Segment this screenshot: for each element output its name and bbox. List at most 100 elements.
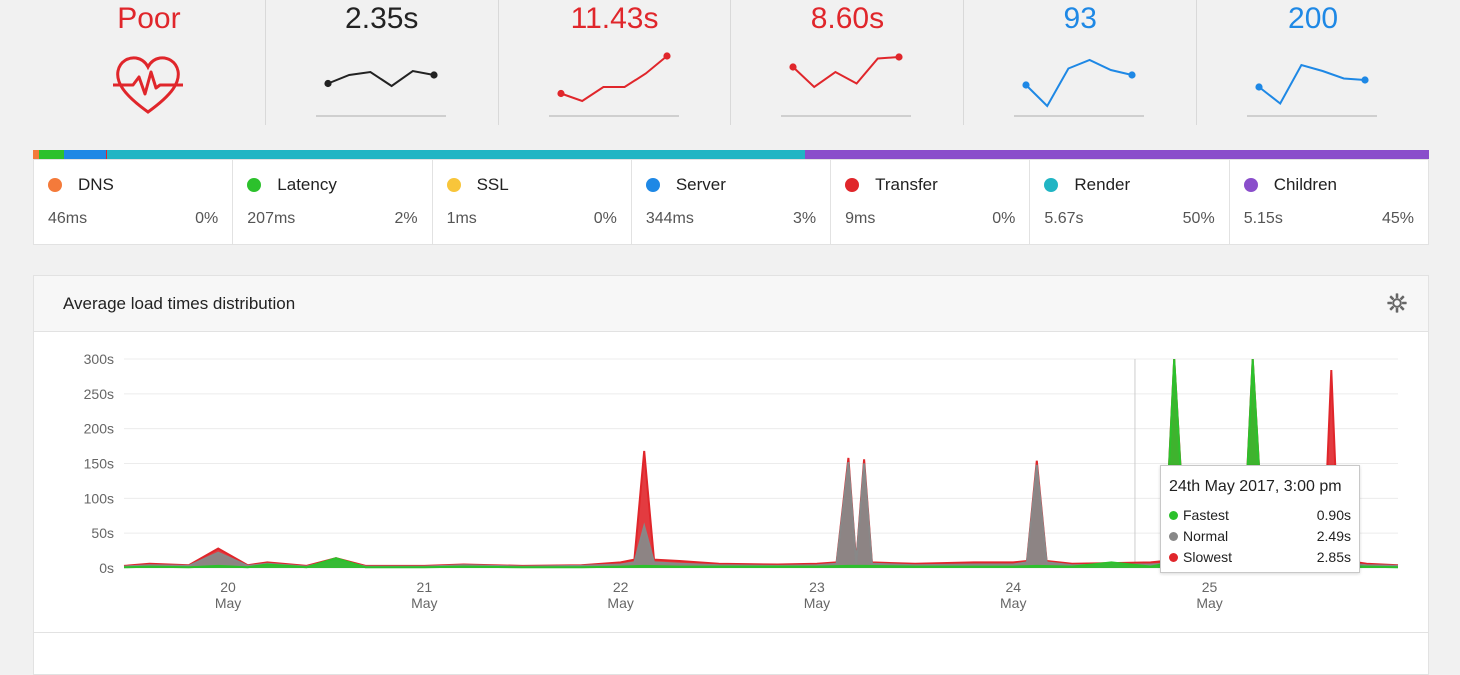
slowest-dot xyxy=(1169,553,1178,562)
kpi-value: Poor xyxy=(117,2,181,35)
bar-segment-server[interactable] xyxy=(63,150,106,159)
sparkline-line xyxy=(792,56,900,89)
kpi-value: 2.35s xyxy=(345,2,419,35)
y-tick-label: 100s xyxy=(84,490,114,506)
breakdown-time: 5.67s xyxy=(1044,210,1084,227)
breakdown-name: Render xyxy=(1074,175,1131,194)
y-tick-label: 150s xyxy=(84,456,114,472)
kpi-value: 93 xyxy=(1063,2,1097,35)
tooltip-label: Normal xyxy=(1183,528,1229,544)
breakdown-percent: 0% xyxy=(593,210,617,227)
tooltip-value: 0.90s xyxy=(1316,507,1351,523)
breakdown-item-latency[interactable]: Latency 207ms 2% xyxy=(233,160,433,244)
breakdown-percent: 3% xyxy=(793,210,817,227)
bar-segment-transfer[interactable] xyxy=(105,150,107,159)
sparkline-endpoint xyxy=(895,53,904,61)
x-tick-month: May xyxy=(607,595,633,611)
breakdown-name: Server xyxy=(675,175,726,194)
x-tick-month: May xyxy=(215,595,241,611)
fastest-dot xyxy=(1169,511,1178,520)
kpi-card[interactable]: 200 xyxy=(1197,0,1429,125)
breakdown-time: 5.15s xyxy=(1243,210,1283,227)
legend-dot xyxy=(48,178,62,192)
legend-dot xyxy=(845,178,860,192)
kpi-card[interactable]: 11.43s xyxy=(499,0,732,125)
sparkline-endpoint xyxy=(1022,81,1030,89)
kpi-sparkline xyxy=(315,69,446,117)
panel-divider xyxy=(34,632,1428,633)
y-tick-label: 300s xyxy=(84,351,114,367)
breakdown-item-server[interactable]: Server 344ms 3% xyxy=(632,160,832,244)
tooltip-row-slowest: Slowest 2.85s xyxy=(1169,549,1351,567)
breakdown-name: SSL xyxy=(476,175,509,194)
breakdown-percent: 45% xyxy=(1381,210,1414,227)
x-tick-month: May xyxy=(411,595,437,611)
tooltip-value: 2.85s xyxy=(1316,549,1351,565)
breakdown-percent: 2% xyxy=(394,210,418,227)
sparkline-endpoint xyxy=(1128,71,1136,79)
x-tick-month: May xyxy=(804,595,830,611)
x-tick-day: 20 xyxy=(220,579,236,595)
sparkline-endpoint xyxy=(663,52,671,60)
sparkline-endpoint xyxy=(1361,76,1369,84)
kpi-sparkline xyxy=(1247,63,1378,117)
gear-icon[interactable] xyxy=(1386,292,1408,314)
x-tick-day: 25 xyxy=(1202,579,1218,595)
breakdown-item-children[interactable]: Children 5.15s 45% xyxy=(1230,160,1428,244)
kpi-sparkline xyxy=(548,52,679,117)
tooltip-row-fastest: Fastest 0.90s xyxy=(1169,507,1351,525)
heart-pulse-icon xyxy=(113,56,183,114)
breakdown-time: 207ms xyxy=(247,210,296,227)
kpi-value: 200 xyxy=(1288,2,1339,35)
breakdown-name: Transfer xyxy=(875,175,938,194)
legend-dot xyxy=(645,178,660,192)
x-tick-day: 22 xyxy=(613,579,629,595)
kpi-card[interactable]: Poor xyxy=(33,0,266,125)
kpi-card[interactable]: 93 xyxy=(964,0,1198,125)
x-tick-day: 21 xyxy=(417,579,433,595)
legend-dot xyxy=(247,178,262,192)
kpi-value: 8.60s xyxy=(810,2,885,35)
timing-breakdown-legend: DNS 46ms 0% Latency 207ms 2% SSL 1ms 0% Server 344… xyxy=(33,159,1429,245)
x-tick-month: May xyxy=(1196,595,1222,611)
breakdown-time: 46ms xyxy=(48,210,88,227)
kpi-card[interactable]: 8.60s xyxy=(731,0,965,125)
breakdown-percent: 0% xyxy=(992,210,1016,227)
breakdown-item-ssl[interactable]: SSL 1ms 0% xyxy=(433,160,632,244)
kpi-row: Poor 2.35s 11.43s 8.60s 93 200 xyxy=(33,0,1429,125)
tooltip-label: Slowest xyxy=(1183,549,1233,565)
bar-segment-render[interactable] xyxy=(106,150,805,159)
tooltip-label: Fastest xyxy=(1183,507,1229,523)
sparkline-endpoint xyxy=(557,89,565,98)
panel-title: Average load times distribution xyxy=(63,294,296,313)
kpi-sparkline xyxy=(781,53,912,117)
breakdown-percent: 0% xyxy=(195,210,219,227)
normal-dot xyxy=(1169,532,1178,541)
chart-tooltip: 24th May 2017, 3:00 pm Fastest 0.90s Nor… xyxy=(1160,465,1360,573)
bar-segment-latency[interactable] xyxy=(38,150,64,159)
breakdown-item-render[interactable]: Render 5.67s 50% xyxy=(1030,160,1230,244)
bar-segment-dns[interactable] xyxy=(33,150,39,159)
legend-dot xyxy=(1044,178,1059,192)
kpi-card[interactable]: 2.35s xyxy=(266,0,499,125)
legend-dot xyxy=(446,178,461,192)
sparkline-line xyxy=(327,69,435,88)
load-times-panel: Average load times distribution 300s 25 0s… xyxy=(33,275,1429,675)
y-tick-label: 200s xyxy=(84,421,114,437)
breakdown-time: 9ms xyxy=(845,210,876,227)
tooltip-title: 24th May 2017, 3:00 pm xyxy=(1169,478,1342,495)
tooltip-row-normal: Normal 2.49s xyxy=(1169,528,1351,546)
panel-header: Average load times distribution xyxy=(34,276,1428,332)
bar-segment-children[interactable] xyxy=(804,150,1429,159)
x-tick-day: 24 xyxy=(1005,579,1021,595)
sparkline-line xyxy=(1258,63,1366,106)
timing-breakdown-bar xyxy=(33,150,1429,159)
breakdown-item-dns[interactable]: DNS 46ms 0% xyxy=(34,160,234,244)
breakdown-item-transfer[interactable]: Transfer 9ms 0% xyxy=(831,160,1031,244)
sparkline-endpoint xyxy=(1255,83,1263,91)
legend-dot xyxy=(1243,178,1258,192)
breakdown-name: Children xyxy=(1273,175,1337,194)
breakdown-time: 344ms xyxy=(645,210,694,227)
y-tick-label: 0s xyxy=(99,560,114,576)
breakdown-name: DNS xyxy=(78,175,114,194)
